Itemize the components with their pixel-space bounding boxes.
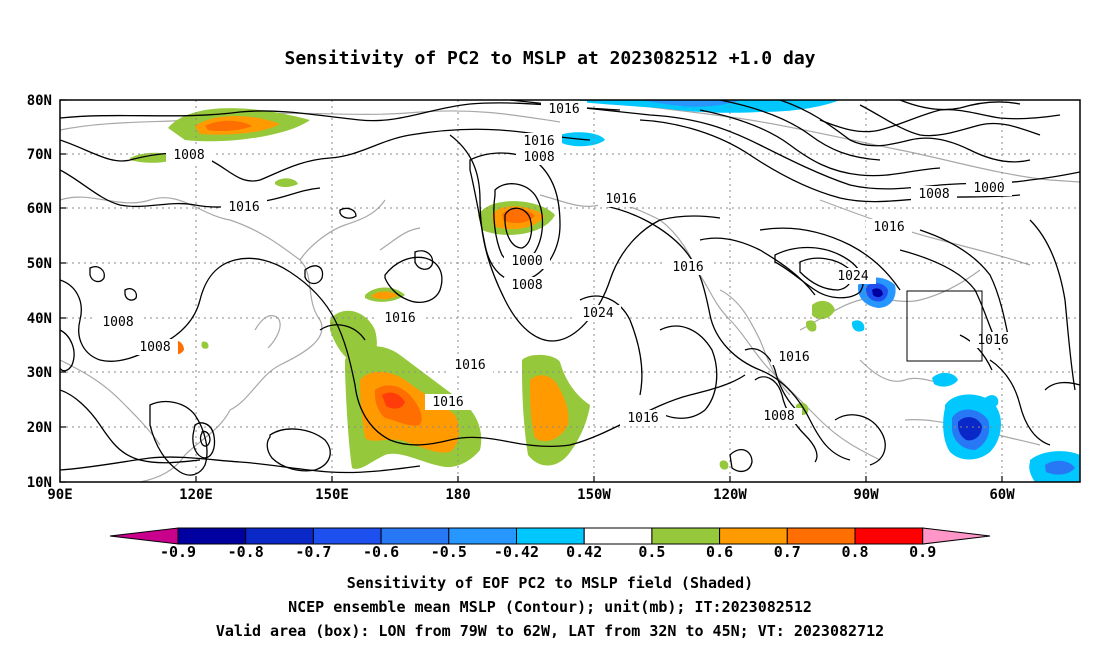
latitude-labels: 80N 70N 60N 50N 40N 30N 20N 10N (27, 93, 52, 491)
chart-title: Sensitivity of PC2 to MSLP at 2023082512… (284, 48, 816, 69)
colorbar: -0.9 -0.8 -0.7 -0.6 -0.5 -0.42 0.42 0.5 … (109, 527, 991, 561)
colorbar-label: 0.9 (909, 543, 936, 561)
colorbar-right-arrow (922, 527, 991, 545)
lat-label: 40N (27, 311, 52, 327)
caption-line-3: Valid area (box): LON from 79W to 62W, L… (215, 622, 885, 640)
contour-label: 1016 (873, 220, 904, 235)
colorbar-segment (719, 527, 788, 545)
lon-label: 150E (315, 487, 349, 503)
colorbar-label: 0.7 (774, 543, 801, 561)
colorbar-label: 0.8 (841, 543, 868, 561)
colorbar-label: -0.42 (494, 543, 539, 561)
contour-labels: 1016 1016 1008 1008 1016 1008 1000 1016 … (95, 101, 1016, 426)
contour-label: 1024 (837, 269, 868, 284)
contour-label: 1008 (523, 150, 554, 165)
lon-label: 180 (445, 487, 470, 503)
contour-label: 1016 (605, 192, 636, 207)
colorbar-segment (583, 527, 653, 545)
colorbar-label: -0.5 (431, 543, 467, 561)
lon-label: 60W (989, 487, 1015, 503)
colorbar-label: -0.9 (160, 543, 196, 561)
colorbar-segment (177, 527, 247, 545)
contour-label: 1016 (454, 358, 485, 373)
contour-label: 1008 (139, 340, 170, 355)
colorbar-label: -0.7 (295, 543, 331, 561)
contour-label: 1016 (432, 395, 463, 410)
lat-label: 60N (27, 201, 52, 217)
contour-label: 1000 (511, 254, 542, 269)
lat-label: 80N (27, 93, 52, 109)
longitude-labels: 90E 120E 150E 180 150W 120W 90W 60W (47, 487, 1015, 503)
contour-label: 1008 (173, 148, 204, 163)
colorbar-segment (245, 527, 314, 545)
mslp-contours (60, 100, 1080, 476)
colorbar-left-arrow (109, 527, 179, 545)
contour-label: 1016 (548, 102, 579, 117)
lon-label: 150W (577, 487, 611, 503)
contour-label: 1008 (511, 278, 542, 293)
valid-area-box (906, 290, 983, 362)
contour-label: 1016 (778, 350, 809, 365)
contour-label: 1008 (102, 315, 133, 330)
contour-label: 1016 (672, 260, 703, 275)
lon-label: 90W (853, 487, 879, 503)
colorbar-label: 0.5 (638, 543, 665, 561)
caption-line-2: NCEP ensemble mean MSLP (Contour); unit(… (288, 598, 812, 616)
colorbar-segment (380, 527, 450, 545)
lat-label: 50N (27, 256, 52, 272)
colorbar-segment (448, 527, 517, 545)
contour-label: 1008 (918, 187, 949, 202)
lon-label: 120W (713, 487, 747, 503)
contour-label: 1008 (763, 409, 794, 424)
colorbar-segment (786, 527, 856, 545)
contour-label: 1016 (228, 200, 259, 215)
colorbar-segment (516, 527, 585, 545)
colorbar-label: 0.6 (706, 543, 733, 561)
colorbar-segment (312, 527, 382, 545)
lon-label: 120E (179, 487, 213, 503)
positive-sensitivity-shading (130, 108, 835, 470)
contour-label: 1000 (973, 181, 1004, 196)
lat-label: 20N (27, 420, 52, 436)
contour-label: 1016 (627, 411, 658, 426)
contour-label: 1016 (384, 311, 415, 326)
map-frame (59, 99, 1081, 483)
colorbar-label: 0.42 (566, 543, 602, 561)
lat-label: 70N (27, 147, 52, 163)
lat-label: 30N (27, 365, 52, 381)
axis-ticks (59, 99, 1003, 483)
lat-label: 10N (27, 475, 52, 491)
contour-label: 1016 (977, 333, 1008, 348)
caption-line-1: Sensitivity of EOF PC2 to MSLP field (Sh… (346, 574, 754, 592)
contour-label: 1016 (523, 134, 554, 149)
lon-label: 90E (47, 487, 72, 503)
colorbar-segment (651, 527, 721, 545)
colorbar-label: -0.8 (228, 543, 264, 561)
colorbar-label: -0.6 (363, 543, 399, 561)
contour-label: 1024 (582, 306, 613, 321)
colorbar-segment (854, 527, 924, 545)
